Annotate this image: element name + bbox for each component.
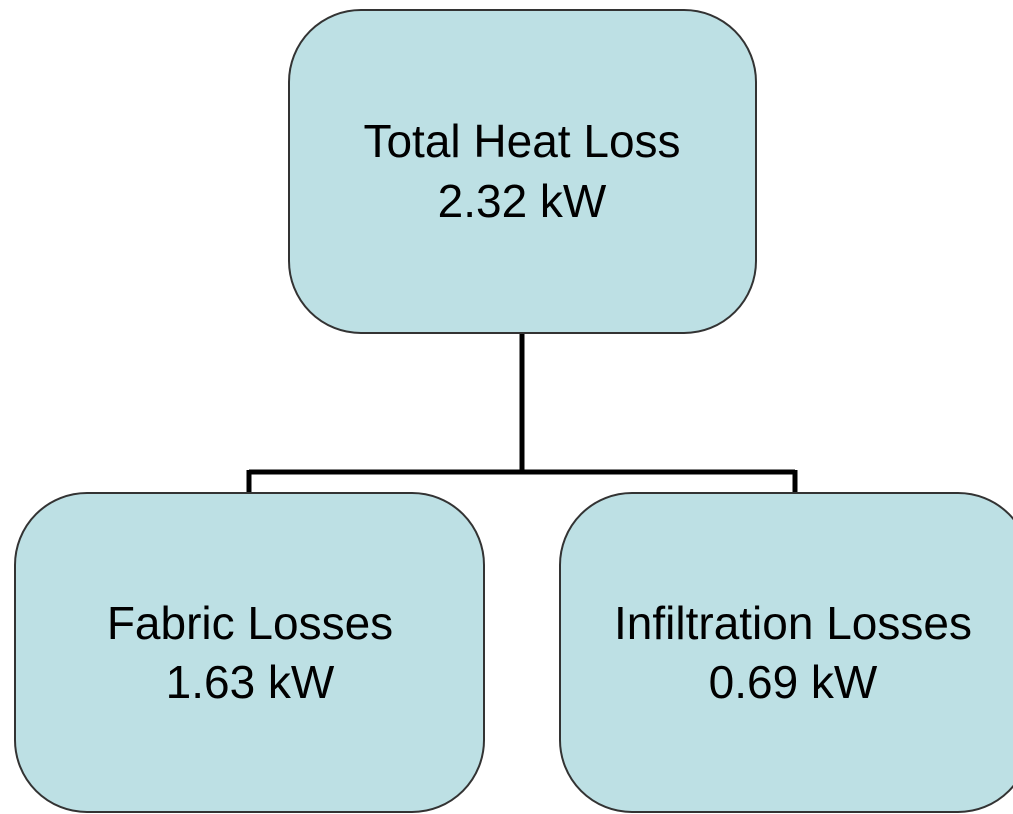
node-label: Fabric Losses (107, 597, 393, 649)
node-value: 0.69 kW (709, 656, 878, 708)
connector (246, 333, 798, 494)
node-label: Infiltration Losses (614, 597, 972, 649)
node-value: 2.32 kW (438, 175, 607, 227)
node-box (559, 492, 1013, 813)
node-box (288, 9, 757, 334)
node-box (14, 492, 485, 813)
node-label: Total Heat Loss (363, 115, 680, 167)
node-value: 1.63 kW (166, 656, 335, 708)
